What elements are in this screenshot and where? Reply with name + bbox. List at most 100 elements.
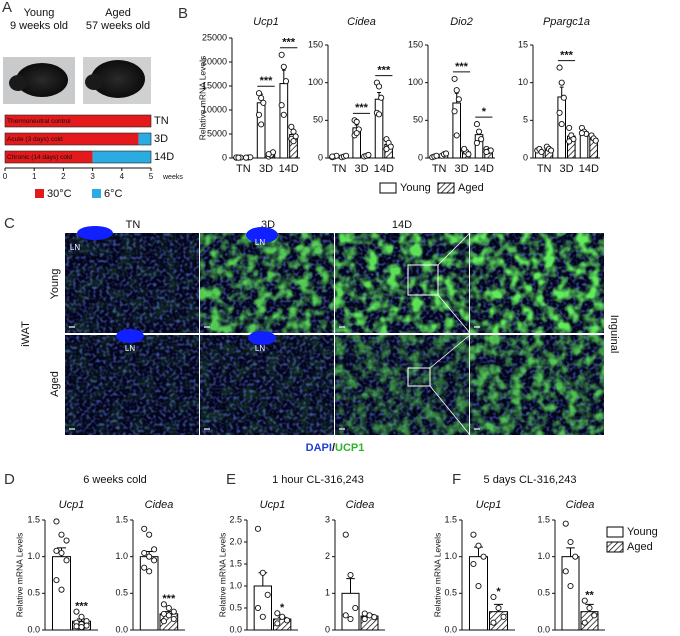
timeline-outline	[4, 114, 152, 128]
data-point	[490, 619, 497, 626]
y-tick-label: 20000	[202, 56, 227, 66]
data-point	[375, 111, 383, 118]
data-point	[254, 604, 262, 612]
data-point	[490, 593, 497, 601]
bar	[51, 556, 71, 631]
data-point	[371, 614, 378, 621]
data-point	[141, 564, 148, 571]
data-point	[290, 128, 297, 135]
data-point	[274, 610, 281, 617]
significance: ***	[377, 65, 391, 77]
depot-label: Inguinal	[608, 315, 620, 354]
data-point	[347, 571, 354, 579]
data-point	[274, 620, 281, 627]
data-point	[170, 615, 177, 623]
data-point	[347, 615, 354, 623]
panel-label: F	[452, 471, 461, 488]
legend-swatch	[437, 182, 455, 194]
data-point	[265, 151, 272, 158]
data-point	[78, 624, 85, 631]
data-point	[160, 618, 167, 625]
data-point	[592, 137, 599, 144]
data-point	[254, 525, 262, 532]
data-point	[500, 613, 507, 620]
data-point	[141, 525, 148, 532]
data-point	[280, 63, 287, 70]
data-point	[160, 610, 167, 617]
x-tick-label: 5	[149, 172, 154, 181]
y-tick-label: 15000	[202, 80, 227, 90]
data-point	[451, 75, 458, 82]
data-point	[146, 553, 153, 560]
y-tick-label: 1.0	[444, 551, 457, 561]
chart-title: Dio2	[450, 16, 473, 28]
x-tick-label: TN	[537, 163, 552, 175]
data-point	[473, 139, 480, 146]
data-point	[58, 586, 65, 593]
significance: ***	[355, 102, 369, 114]
legend-label: Young	[627, 526, 658, 538]
y-tick-label: 100	[308, 77, 323, 87]
data-point	[567, 538, 574, 546]
ucp1-signal	[200, 335, 334, 435]
legend-swatch	[606, 526, 624, 538]
data-point	[451, 108, 458, 115]
y-tick-label: 0.0	[27, 624, 40, 634]
timeline-segment	[92, 151, 151, 163]
legend-swatch	[379, 182, 397, 194]
y-tick-label: 0	[523, 152, 528, 162]
y-tick-label: 0	[222, 152, 227, 162]
data-point	[556, 109, 563, 116]
data-point	[495, 604, 502, 612]
stain: DAPI	[306, 442, 332, 454]
bar	[341, 592, 360, 631]
data-point	[538, 148, 545, 156]
row-label: 3D	[154, 133, 168, 145]
data-point	[581, 619, 588, 626]
legend-label: Aged	[627, 541, 653, 553]
bar	[468, 556, 489, 631]
data-point	[290, 138, 297, 145]
data-point	[146, 568, 153, 575]
legend-swatch	[92, 189, 101, 198]
stain-legend: DAPI/UCP1	[306, 442, 365, 454]
bar-label: Thermoneutral control	[7, 118, 71, 125]
bar	[256, 102, 266, 159]
data-point	[475, 582, 482, 590]
y-tick-label: 25000	[202, 32, 227, 42]
significance: *	[280, 602, 285, 614]
data-point	[475, 128, 483, 135]
error-bar	[559, 86, 564, 97]
data-point	[53, 547, 60, 554]
ucp1-signal	[65, 233, 199, 333]
legend-swatch	[35, 189, 44, 198]
y-tick-label: 0.5	[229, 602, 242, 612]
row-label: TN	[154, 115, 169, 127]
y-tick-label: 1.0	[537, 551, 550, 561]
data-point	[58, 549, 65, 557]
data-point	[260, 99, 267, 106]
timeline-segment	[5, 133, 139, 145]
significance: ***	[282, 37, 296, 49]
data-point	[455, 96, 462, 103]
data-point	[433, 152, 440, 159]
data-point	[278, 102, 285, 109]
row-label: Aged	[49, 371, 61, 397]
data-point	[480, 553, 487, 560]
data-point	[361, 615, 368, 623]
timeline-outline	[4, 150, 152, 164]
x-tick-label: 14D	[579, 163, 599, 175]
ucp1-signal	[470, 233, 604, 333]
data-point	[258, 94, 265, 102]
data-point	[78, 613, 85, 620]
data-point	[235, 154, 242, 161]
data-point	[586, 604, 593, 612]
significance: **	[585, 590, 594, 602]
y-tick-label: 100	[408, 77, 423, 87]
data-point	[151, 546, 158, 553]
y-tick-label: 1.5	[537, 514, 550, 524]
y-tick-label: 0.0	[537, 624, 550, 634]
lymph-node	[77, 226, 113, 240]
data-point	[581, 597, 588, 604]
